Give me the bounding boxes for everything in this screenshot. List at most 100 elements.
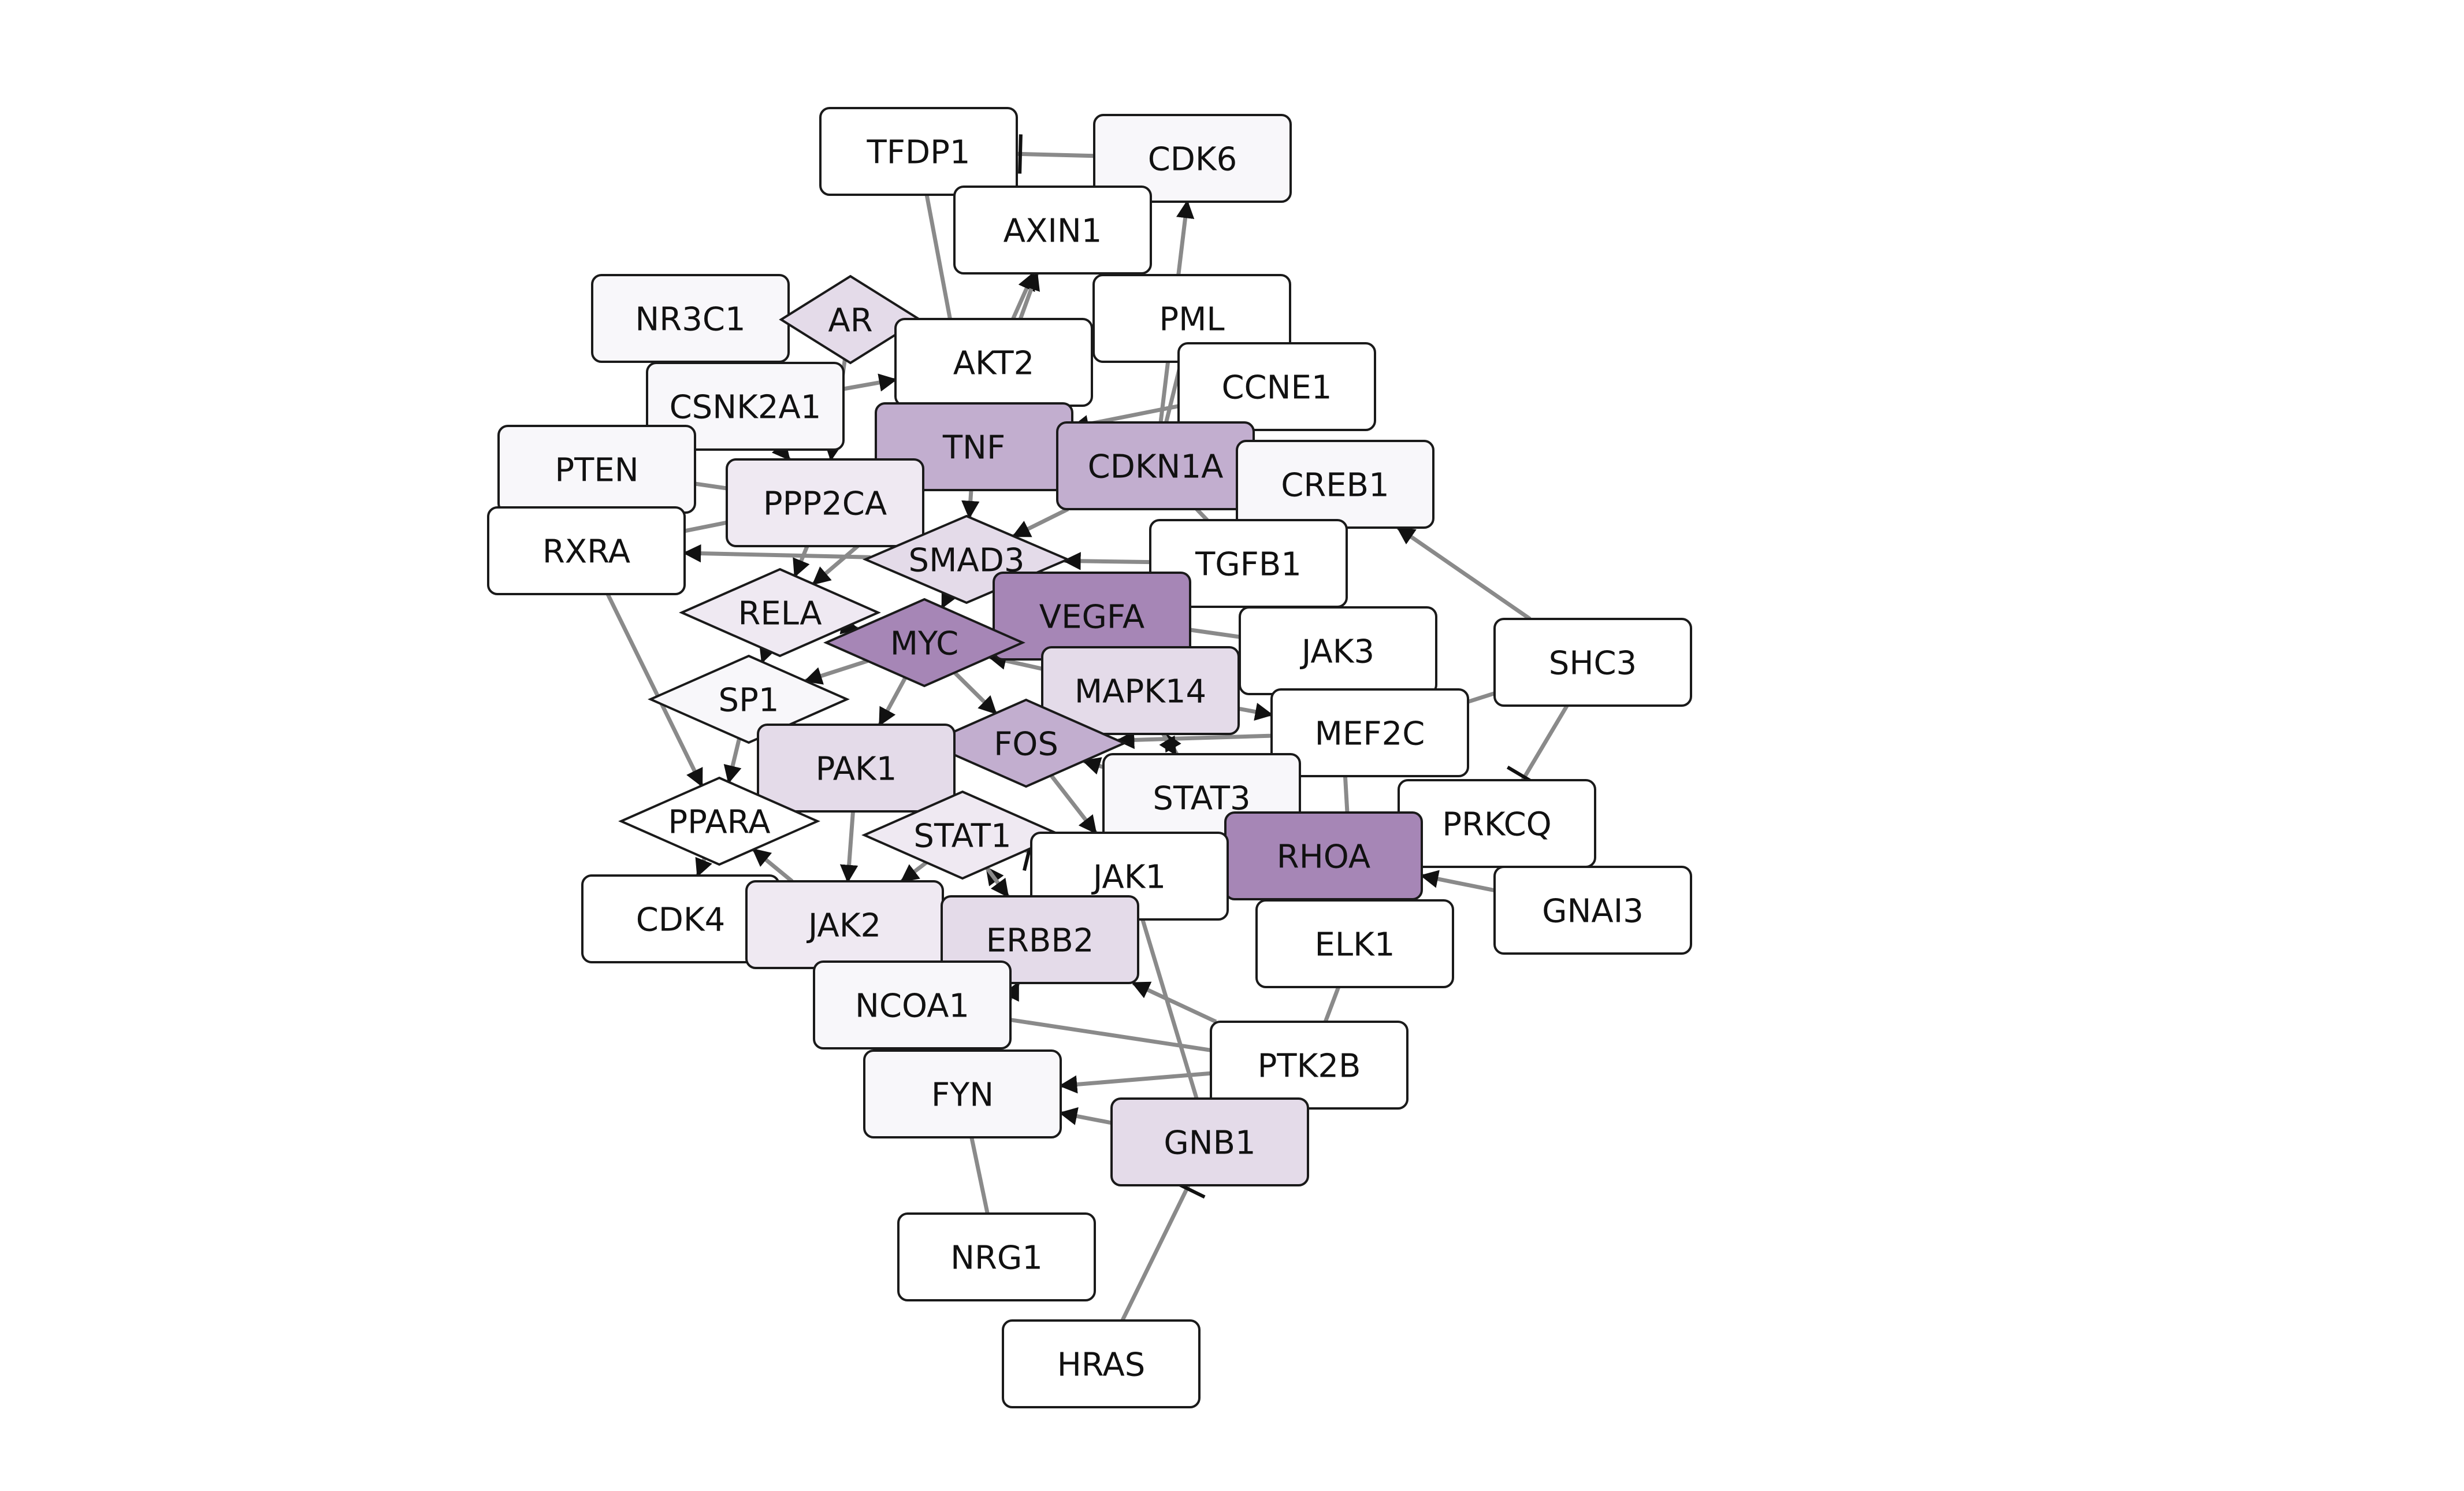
node-axin1[interactable]: AXIN1 bbox=[953, 186, 1152, 275]
node-cdk6[interactable]: CDK6 bbox=[1093, 114, 1292, 203]
edge-mapk14-mef2c bbox=[1238, 703, 1274, 721]
edge-mef2c-fos bbox=[1116, 730, 1272, 750]
node-label: CCNE1 bbox=[1221, 369, 1332, 407]
node-label: PML bbox=[1159, 301, 1224, 339]
node-jak3[interactable]: JAK3 bbox=[1239, 606, 1437, 695]
node-tnf[interactable]: TNF bbox=[875, 402, 1073, 491]
node-label: AR bbox=[828, 302, 872, 340]
node-mapk14[interactable]: MAPK14 bbox=[1041, 646, 1240, 735]
node-pak1[interactable]: PAK1 bbox=[757, 724, 956, 813]
edge-csnk2a1-ppp2ca bbox=[771, 441, 791, 461]
node-label: ELK1 bbox=[1315, 926, 1395, 964]
node-stat1[interactable]: STAT1 bbox=[861, 790, 1064, 880]
node-rect-shape bbox=[1002, 1319, 1201, 1408]
inhibition-bar-tfdp1 bbox=[1018, 134, 1023, 174]
node-label: RELA bbox=[738, 595, 822, 633]
edge-ppp2ca-rela bbox=[793, 545, 810, 578]
node-label: PTK2B bbox=[1258, 1048, 1361, 1085]
edge-smad3-rxra bbox=[682, 544, 871, 563]
edge-rxra-ppara bbox=[605, 593, 704, 788]
node-tgfb1[interactable]: TGFB1 bbox=[1149, 519, 1348, 608]
node-vegfa[interactable]: VEGFA bbox=[993, 572, 1191, 661]
node-ppara[interactable]: PPARA bbox=[618, 776, 820, 866]
edge-jak3-vegfa bbox=[1190, 628, 1240, 639]
node-label: PTEN bbox=[555, 452, 638, 489]
node-prkcq[interactable]: PRKCQ bbox=[1398, 779, 1596, 868]
node-fos[interactable]: FOS bbox=[925, 698, 1127, 788]
node-pml[interactable]: PML bbox=[1092, 274, 1291, 363]
node-rect-shape bbox=[819, 107, 1018, 196]
node-rela[interactable]: RELA bbox=[679, 568, 881, 658]
edge-myc-pak1 bbox=[878, 676, 908, 726]
node-label: RXRA bbox=[542, 533, 630, 571]
node-shc3[interactable]: SHC3 bbox=[1493, 618, 1692, 707]
node-gnai3[interactable]: GNAI3 bbox=[1493, 866, 1692, 955]
node-label: STAT1 bbox=[913, 818, 1011, 855]
node-label: CDKN1A bbox=[1088, 448, 1224, 486]
node-rect-shape bbox=[487, 506, 686, 595]
node-cdkn1a[interactable]: CDKN1A bbox=[1056, 421, 1255, 510]
node-label: TFDP1 bbox=[867, 134, 971, 172]
node-label: GNAI3 bbox=[1542, 893, 1644, 930]
node-cdk4[interactable]: CDK4 bbox=[581, 874, 780, 963]
node-tfdp1[interactable]: TFDP1 bbox=[819, 107, 1018, 196]
node-rect-shape bbox=[1177, 342, 1376, 431]
edge-rela-sp1 bbox=[759, 643, 776, 664]
edge-shc3-prkcq bbox=[1521, 704, 1569, 781]
node-myc[interactable]: MYC bbox=[823, 598, 1025, 688]
node-label: NR3C1 bbox=[635, 301, 745, 339]
node-label: CDK6 bbox=[1148, 141, 1237, 179]
edge-ptk2b-ncoa1 bbox=[1010, 1018, 1211, 1052]
edge-fos-jak1 bbox=[1049, 774, 1098, 834]
node-akt2[interactable]: AKT2 bbox=[894, 318, 1093, 407]
node-label: JAK3 bbox=[1300, 633, 1374, 671]
node-sp1[interactable]: SP1 bbox=[648, 654, 850, 744]
edge-shc3-creb1 bbox=[1396, 526, 1532, 621]
edge-pten-ppp2ca bbox=[694, 481, 727, 491]
edge-shc3-mef2c bbox=[1467, 691, 1496, 704]
edge-stat3-fos bbox=[1082, 757, 1105, 775]
node-mef2c[interactable]: MEF2C bbox=[1270, 688, 1469, 777]
node-rxra[interactable]: RXRA bbox=[487, 506, 686, 595]
node-label: NRG1 bbox=[950, 1240, 1043, 1277]
node-rhoa[interactable]: RHOA bbox=[1224, 811, 1423, 900]
edge-tnf-smad3 bbox=[961, 489, 980, 520]
node-rect-shape bbox=[757, 724, 956, 813]
node-ppp2ca[interactable]: PPP2CA bbox=[726, 458, 924, 547]
edge-pak1-jak2 bbox=[839, 811, 859, 884]
node-label: JAK2 bbox=[807, 907, 881, 945]
node-jak2[interactable]: JAK2 bbox=[745, 880, 944, 969]
node-label: HRAS bbox=[1057, 1347, 1146, 1384]
node-label: SP1 bbox=[719, 682, 779, 719]
node-rect-shape bbox=[726, 458, 924, 547]
node-label: MYC bbox=[890, 625, 959, 663]
node-diamond-shape bbox=[823, 598, 1025, 688]
node-label: MEF2C bbox=[1315, 715, 1425, 753]
node-elk1[interactable]: ELK1 bbox=[1255, 899, 1454, 988]
edge-ppp2ca-rxra bbox=[684, 520, 727, 533]
node-label: FOS bbox=[994, 726, 1058, 763]
node-ncoa1[interactable]: NCOA1 bbox=[813, 960, 1012, 1049]
node-nrg1[interactable]: NRG1 bbox=[897, 1212, 1096, 1301]
node-gnb1[interactable]: GNB1 bbox=[1110, 1097, 1309, 1186]
edge-stat1-jak2 bbox=[900, 861, 928, 883]
node-label: JAK1 bbox=[1091, 859, 1166, 896]
node-nr3c1[interactable]: NR3C1 bbox=[591, 274, 790, 363]
node-rect-shape bbox=[1110, 1097, 1309, 1186]
node-creb1[interactable]: CREB1 bbox=[1236, 440, 1434, 529]
edge-gnai3-rhoa bbox=[1419, 870, 1495, 893]
edge-gnb1-fyn bbox=[1058, 1107, 1112, 1125]
node-rect-shape bbox=[897, 1212, 1096, 1301]
node-ptk2b[interactable]: PTK2B bbox=[1210, 1021, 1408, 1110]
node-diamond-shape bbox=[618, 776, 820, 866]
node-fyn[interactable]: FYN bbox=[863, 1049, 1062, 1138]
node-label: CREB1 bbox=[1281, 467, 1389, 505]
node-ar[interactable]: AR bbox=[779, 275, 922, 365]
node-label: NCOA1 bbox=[855, 988, 969, 1025]
node-pten[interactable]: PTEN bbox=[497, 425, 696, 514]
edge-ptk2b-fyn bbox=[1058, 1071, 1211, 1094]
node-ccne1[interactable]: CCNE1 bbox=[1177, 342, 1376, 431]
node-csnk2a1[interactable]: CSNK2A1 bbox=[646, 362, 845, 451]
node-hras[interactable]: HRAS bbox=[1002, 1319, 1201, 1408]
edge-myc-fos bbox=[953, 671, 997, 715]
